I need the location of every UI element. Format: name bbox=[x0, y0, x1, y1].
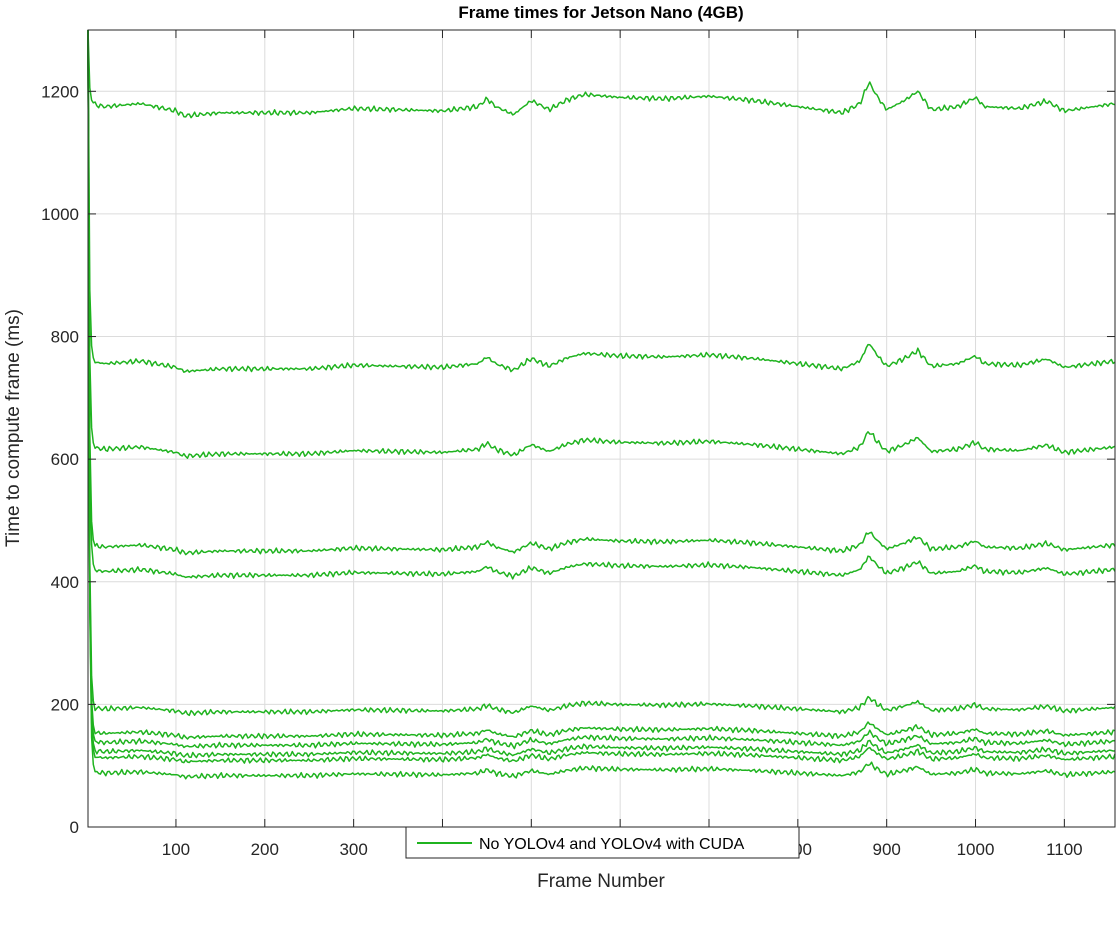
series-line bbox=[87, 29, 1116, 740]
series-line bbox=[87, 29, 1116, 556]
y-tick-label: 1200 bbox=[41, 82, 79, 101]
y-tick-label: 0 bbox=[70, 818, 79, 837]
x-tick-label: 100 bbox=[162, 840, 190, 859]
series-line bbox=[87, 29, 1116, 717]
chart-title: Frame times for Jetson Nano (4GB) bbox=[458, 3, 743, 22]
series-line bbox=[87, 29, 1116, 119]
series-line bbox=[87, 29, 1116, 459]
plot-background bbox=[88, 30, 1115, 827]
legend-label: No YOLOv4 and YOLOv4 with CUDA bbox=[479, 836, 745, 853]
series-line bbox=[87, 29, 1116, 580]
series-line bbox=[87, 29, 1116, 373]
series-line bbox=[87, 29, 1116, 750]
series-line bbox=[87, 29, 1116, 759]
y-tick-label: 600 bbox=[51, 450, 79, 469]
x-tick-label: 900 bbox=[872, 840, 900, 859]
x-tick-label: 1000 bbox=[957, 840, 995, 859]
y-tick-label: 400 bbox=[51, 573, 79, 592]
series-line bbox=[87, 29, 1116, 764]
y-tick-label: 200 bbox=[51, 695, 79, 714]
series-lines bbox=[87, 29, 1116, 780]
y-axis-label: Time to compute frame (ms) bbox=[3, 309, 24, 547]
series-line bbox=[87, 29, 1116, 780]
x-tick-label: 200 bbox=[251, 840, 279, 859]
x-tick-label: 300 bbox=[339, 840, 367, 859]
x-axis-label: Frame Number bbox=[537, 871, 665, 892]
x-tick-label: 1100 bbox=[1046, 840, 1083, 859]
y-tick-label: 800 bbox=[51, 328, 79, 347]
legend: No YOLOv4 and YOLOv4 with CUDA bbox=[405, 826, 800, 859]
y-tick-label: 1000 bbox=[41, 205, 79, 224]
